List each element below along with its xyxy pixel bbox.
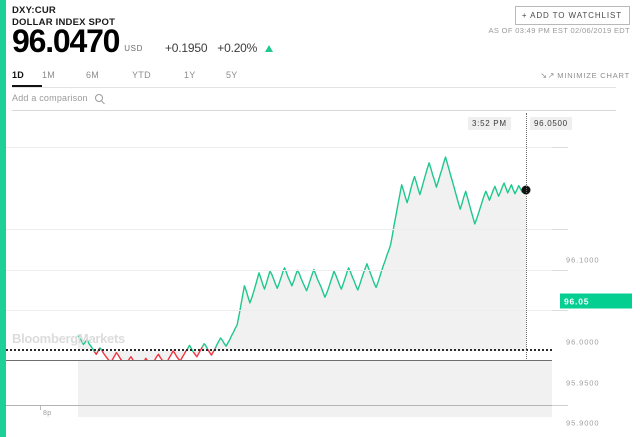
x-axis-tick <box>40 405 41 410</box>
add-comparison-input[interactable]: Add a comparison <box>12 93 103 103</box>
series-line-up <box>214 156 527 349</box>
series-line-down <box>93 347 101 355</box>
range-tab-label: 5Y <box>226 70 238 80</box>
last-price: 96.0470 <box>12 23 120 59</box>
previous-close-line <box>6 349 552 352</box>
range-tab-label: 6M <box>86 70 100 80</box>
x-axis-label: 8p <box>43 410 52 417</box>
crosshair-time-tooltip: 3:52 PM <box>468 117 511 130</box>
range-tab-1m[interactable]: 1M <box>42 70 86 85</box>
tabs-divider <box>12 87 616 88</box>
range-tab-ytd[interactable]: YTD <box>132 70 184 85</box>
price-change-percent: +0.20% <box>217 41 258 55</box>
gridline <box>6 269 552 271</box>
as-of-timestamp: AS OF 03:49 PM EST 02/06/2019 EDT <box>488 26 630 35</box>
range-tab-5y[interactable]: 5Y <box>226 70 266 85</box>
range-tab-label: 1Y <box>184 70 196 80</box>
y-axis-tick <box>552 228 568 230</box>
add-to-watchlist-button[interactable]: + ADD TO WATCHLIST <box>514 6 630 25</box>
range-tabs: 1D 1M 6M YTD 1Y 5Y <box>12 70 266 87</box>
y-axis-label: 95.9000 <box>566 418 600 428</box>
x-axis-line <box>6 405 552 406</box>
add-comparison-placeholder: Add a comparison <box>12 93 88 103</box>
volume-zero-tick <box>552 405 568 406</box>
crosshair-line <box>526 113 527 407</box>
bloomberg-watermark: BloombergMarkets <box>12 331 125 346</box>
volume-panel <box>78 361 552 417</box>
range-tab-label: 1M <box>42 70 56 80</box>
range-tab-1y[interactable]: 1Y <box>184 70 226 85</box>
price-series-svg <box>77 156 527 370</box>
volume-separator <box>6 360 552 361</box>
gridline <box>6 310 552 312</box>
security-name: DOLLAR INDEX SPOT <box>12 17 116 28</box>
minimize-chart-button[interactable]: ↘↗ MINIMIZE CHART <box>540 71 630 80</box>
gridline <box>6 147 552 149</box>
trend-up-icon <box>265 45 274 52</box>
price-change: +0.1950 <box>164 41 208 55</box>
range-tab-6m[interactable]: 6M <box>86 70 132 85</box>
symbol-block: DXY:CUR DOLLAR INDEX SPOT <box>12 5 115 29</box>
series-area-fill <box>78 157 526 369</box>
gridline <box>6 228 552 230</box>
left-accent-bar <box>0 0 6 437</box>
y-axis-tick <box>552 269 568 271</box>
compare-divider <box>12 110 616 111</box>
current-price-badge: 96.05 <box>560 293 632 309</box>
collapse-icon: ↘↗ <box>540 71 556 80</box>
y-axis-tick <box>552 310 568 312</box>
y-axis-tick <box>552 147 568 149</box>
quote-header: DXY:CUR DOLLAR INDEX SPOT + ADD TO WATCH… <box>0 0 640 68</box>
quote-row: 96.0470 USD +0.1950 +0.20% <box>12 23 274 59</box>
series-line-up <box>201 343 209 350</box>
y-axis-label: 96.0000 <box>566 337 600 347</box>
crosshair-price-tooltip: 96.0500 <box>530 117 572 130</box>
ticker-symbol: DXY:CUR <box>12 5 56 16</box>
range-tab-1d[interactable]: 1D <box>12 70 42 87</box>
minimize-chart-label: MINIMIZE CHART <box>557 71 630 80</box>
series-line-up <box>77 335 96 353</box>
y-axis-label: 95.9500 <box>566 378 600 388</box>
range-tab-label: YTD <box>132 70 151 80</box>
y-axis-label: 96.1000 <box>566 255 600 265</box>
range-tab-label: 1D <box>12 70 25 80</box>
currency-label: USD <box>124 44 143 53</box>
search-icon <box>94 94 103 102</box>
